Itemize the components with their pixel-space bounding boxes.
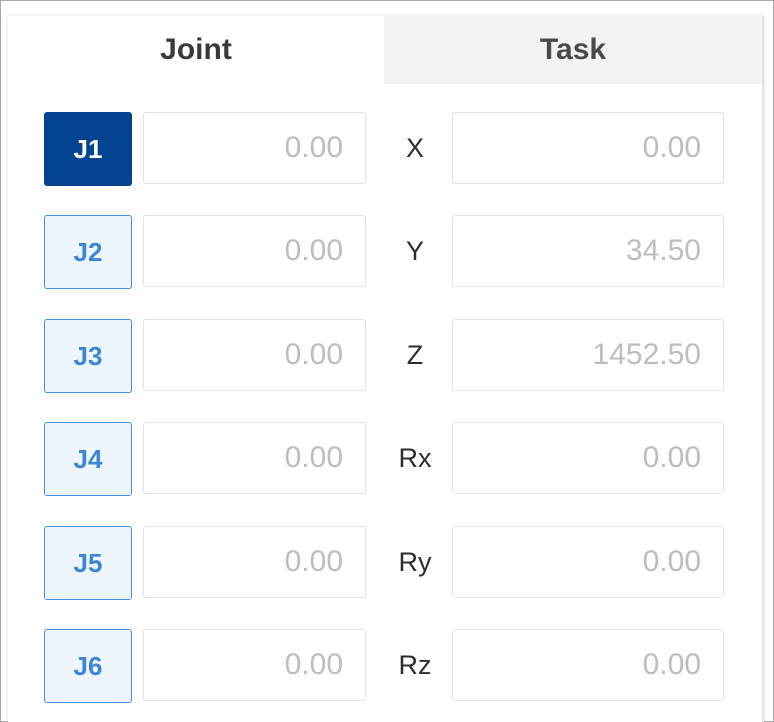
task-value-field-rz[interactable]: 0.00 <box>452 629 724 701</box>
joint-button-j1[interactable]: J1 <box>44 112 132 186</box>
coordinate-panel: Joint Task J1 0.00 J2 0.00 J3 0.00 J4 0.00 J5 0.0… <box>8 16 764 722</box>
task-label-y: Y <box>405 235 424 266</box>
task-value-field-z[interactable]: 1452.50 <box>452 319 724 391</box>
joint-value-field-j6[interactable]: 0.00 <box>143 629 366 701</box>
joint-value-field-j3[interactable]: 0.00 <box>143 319 366 391</box>
task-label-rx: Rx <box>398 442 432 473</box>
task-value-field-y[interactable]: 34.50 <box>452 215 724 287</box>
task-label-rz: Rz <box>398 649 432 680</box>
task-label-ry: Ry <box>398 546 432 577</box>
joint-button-j4[interactable]: J4 <box>44 422 132 496</box>
joint-value-field-j2[interactable]: 0.00 <box>143 215 366 287</box>
joint-button-j2[interactable]: J2 <box>44 215 132 289</box>
joint-value-field-j4[interactable]: 0.00 <box>143 422 366 494</box>
joint-button-j3[interactable]: J3 <box>44 319 132 393</box>
task-value-field-ry[interactable]: 0.00 <box>452 526 724 598</box>
task-value-field-rx[interactable]: 0.00 <box>452 422 724 494</box>
joint-button-j6[interactable]: J6 <box>44 629 132 703</box>
joint-value-field-j5[interactable]: 0.00 <box>143 526 366 598</box>
joint-button-j5[interactable]: J5 <box>44 526 132 600</box>
tab-joint[interactable]: Joint <box>8 16 384 84</box>
task-value-field-x[interactable]: 0.00 <box>452 112 724 184</box>
tab-task[interactable]: Task <box>384 16 762 84</box>
task-label-x: X <box>405 132 424 163</box>
task-label-z: Z <box>406 339 424 370</box>
joint-value-field-j1[interactable]: 0.00 <box>143 112 366 184</box>
